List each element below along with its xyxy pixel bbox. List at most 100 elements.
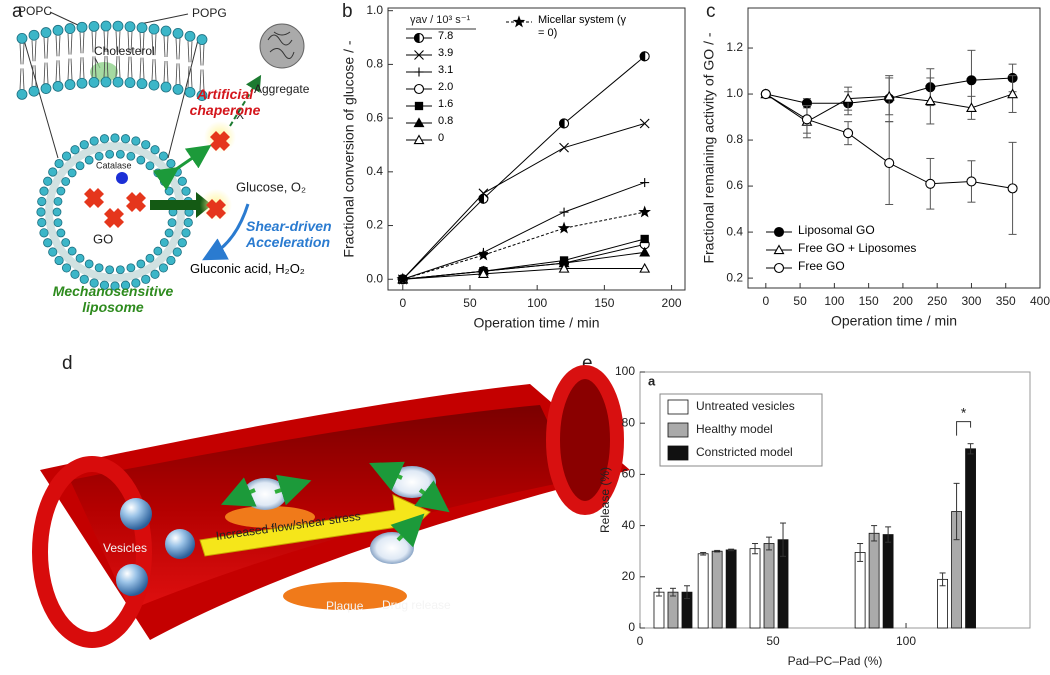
lipid-head: [61, 177, 71, 186]
legend-label: Healthy model: [696, 422, 773, 436]
y-tick-label: 0.6: [726, 178, 743, 192]
y-tick-label: 1.0: [726, 86, 743, 100]
lipid-head: [43, 176, 53, 186]
lipid-head: [126, 151, 136, 161]
plaque: [225, 506, 315, 528]
lipid-head: [94, 151, 104, 161]
marker-shape: [884, 158, 895, 169]
lipid-head: [141, 274, 151, 284]
series-line: [402, 251, 645, 280]
error-bar: [885, 526, 892, 543]
lipid-tail: [46, 37, 49, 59]
y-tick-label: 100: [615, 364, 635, 378]
lipid-head: [141, 140, 151, 150]
error-bar: [766, 536, 773, 551]
legend-marker: [414, 101, 424, 111]
lipid-head: [105, 149, 115, 159]
release-arrow: [220, 477, 257, 507]
lipid-tail: [91, 56, 94, 78]
y-tick-label: 0.2: [726, 270, 743, 284]
marker-shape: [557, 221, 571, 234]
lipid-tail: [19, 43, 22, 65]
release-arrow: [150, 192, 212, 218]
lipid-head: [54, 158, 64, 169]
x-tick-label: 100: [824, 294, 844, 308]
lipid-head: [164, 186, 174, 196]
lipid-tail: [202, 44, 205, 66]
marker: [842, 93, 854, 103]
x-tick-label: 150: [859, 294, 879, 308]
legend-label: 0: [438, 132, 445, 144]
series-line: [402, 211, 645, 280]
lipid-head: [100, 76, 112, 88]
x-axis-label: Pad–PC–Pad (%): [788, 654, 883, 668]
lipid-tail: [58, 60, 61, 82]
lipid-tail: [163, 35, 166, 58]
bar: [653, 591, 665, 629]
marker-shape: [413, 83, 425, 95]
leader-line: [49, 11, 81, 27]
panel-label: b: [342, 1, 353, 22]
plot-frame: [747, 7, 1041, 289]
y-tick-label: 0.6: [366, 110, 383, 124]
marker-shape: [512, 15, 526, 28]
products-label: Gluconic acid, H₂O₂: [190, 261, 305, 276]
vessel-lumen: [70, 405, 575, 610]
leader-line: [139, 13, 189, 25]
lipid-head: [160, 25, 172, 37]
lipid-head: [28, 85, 40, 97]
release-arrow: [274, 474, 312, 506]
aggregate: [259, 23, 305, 69]
lipid-head: [79, 274, 89, 284]
marker-shape: [639, 118, 650, 129]
chaperone-label: Artificial chaperone: [189, 86, 261, 119]
error-bar: [669, 587, 676, 597]
lipid-head: [153, 246, 163, 256]
lipid-tail: [127, 56, 130, 78]
bar: [711, 550, 723, 629]
marker-shape: [413, 117, 425, 128]
lipid-head: [100, 20, 112, 32]
marker-shape: [773, 262, 785, 274]
legend-marker: [414, 50, 424, 60]
x-axis-label: Operation time / min: [831, 313, 957, 329]
marker: [478, 193, 489, 204]
lipid-head: [136, 78, 148, 90]
lipid-head: [177, 176, 187, 186]
lipid-head: [79, 140, 89, 150]
lipid-tail: [175, 38, 178, 60]
lipid-head: [136, 22, 148, 34]
lipid-tail: [178, 38, 181, 60]
error-bar: [655, 587, 662, 597]
lipid-head: [56, 186, 66, 196]
lipid-tail: [79, 32, 82, 54]
marker-shape: [639, 262, 651, 273]
acceleration-label: Shear-driven Acceleration: [246, 218, 332, 251]
panel-label: e: [582, 353, 593, 374]
panel-label: a: [12, 1, 23, 22]
marker-shape: [559, 142, 569, 153]
lipid-tail: [199, 69, 202, 91]
lipid-head: [131, 136, 141, 146]
lipid-tail: [154, 59, 157, 81]
lipid-tail: [130, 56, 133, 78]
subpanel-label: a: [648, 373, 656, 388]
lipid-head: [99, 134, 110, 144]
lipid-head: [177, 238, 187, 248]
x-tick-label: 0: [762, 294, 769, 308]
lipid-head: [28, 29, 40, 41]
series-line: [402, 182, 645, 280]
x-tick-label: 50: [766, 634, 780, 648]
marker: [760, 88, 771, 100]
lipid-head: [148, 79, 160, 91]
legend-marker: [773, 226, 785, 238]
x-tick-label: 100: [527, 296, 547, 310]
marker: [640, 234, 649, 244]
lipid-head: [172, 83, 184, 95]
lipid-tail: [70, 33, 73, 55]
lipid-tail: [118, 31, 121, 53]
lipid-tail: [151, 59, 154, 81]
y-tick-label: 40: [622, 518, 636, 532]
legend-label: Free GO: [798, 259, 845, 273]
